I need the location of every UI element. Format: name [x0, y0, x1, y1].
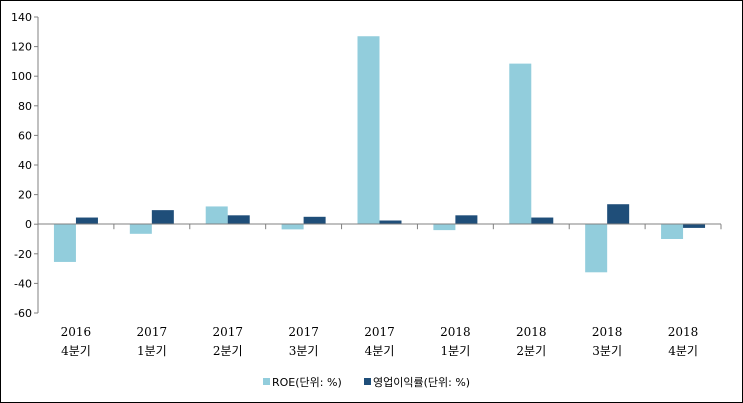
bar-roe-8: [661, 224, 684, 239]
y-tick-label: -20: [14, 248, 32, 261]
bars: [53, 36, 706, 273]
x-category-quarter-label: 3분기: [289, 344, 319, 358]
y-tick-label: -60: [14, 307, 32, 320]
bar-roe-4: [357, 36, 380, 225]
bar-roe-2: [205, 206, 228, 225]
x-category-year-label: 2016: [61, 325, 92, 339]
x-category-quarter-label: 3분기: [592, 344, 622, 358]
bar-operating-margin-7: [607, 204, 630, 225]
x-axis-category-labels: 2016 4분기 2017 1분기 2017 2분기 2017 3분기 2017 4분기 2018 1…: [61, 325, 699, 358]
x-category-year-label: 2017: [212, 325, 243, 339]
y-tick-label: 40: [18, 159, 32, 172]
x-category-quarter-label: 1분기: [137, 344, 167, 358]
legend-label-operating-margin: 영업이익률(단위: %): [373, 376, 470, 389]
x-category-year-label: 2018: [668, 325, 699, 339]
legend-label-roe: ROE(단위: %): [272, 376, 342, 389]
x-category-quarter-label: 4분기: [365, 344, 395, 358]
y-tick-label: 0: [25, 218, 32, 231]
x-category-year-label: 2017: [364, 325, 395, 339]
x-category-year-label: 2018: [592, 325, 623, 339]
bar-operating-margin-0: [75, 217, 98, 225]
x-axis-ticks: [37, 224, 722, 230]
bar-operating-margin-8: [683, 224, 706, 228]
x-category-quarter-label: 1분기: [441, 344, 471, 358]
y-tick-label: 60: [18, 129, 32, 142]
bar-roe-1: [129, 224, 152, 234]
x-category-year-label: 2017: [288, 325, 319, 339]
bar-roe-5: [433, 224, 456, 231]
y-tick-label: 80: [18, 100, 32, 113]
legend: ROE(단위: %) 영업이익률(단위: %): [263, 376, 470, 389]
x-category-quarter-label: 2분기: [516, 344, 546, 358]
x-category-quarter-label: 4분기: [61, 344, 91, 358]
bar-roe-3: [281, 224, 304, 230]
bar-operating-margin-5: [455, 215, 478, 225]
bar-roe-0: [53, 224, 76, 262]
x-category-quarter-label: 4분기: [668, 344, 698, 358]
legend-swatch-roe: [263, 378, 270, 385]
y-tick-label: 20: [18, 189, 32, 202]
y-tick-label: 120: [11, 41, 32, 54]
bar-operating-margin-4: [379, 220, 402, 225]
bar-operating-margin-6: [531, 217, 554, 225]
y-tick-label: 140: [11, 11, 32, 24]
x-category-quarter-label: 2분기: [213, 344, 243, 358]
bar-roe-6: [509, 63, 532, 225]
bar-roe-7: [585, 224, 608, 273]
bar-operating-margin-1: [151, 210, 174, 225]
bar-operating-margin-3: [303, 216, 326, 225]
legend-swatch-operating-margin: [364, 378, 371, 385]
y-axis-ticks: -60 -40 -20 0 20 40 60 80 100 120 140: [11, 11, 38, 320]
x-category-year-label: 2018: [516, 325, 547, 339]
y-tick-label: 100: [11, 70, 32, 83]
x-category-year-label: 2018: [440, 325, 471, 339]
bar-operating-margin-2: [227, 215, 250, 225]
x-category-year-label: 2017: [137, 325, 168, 339]
y-tick-label: -40: [14, 277, 32, 290]
